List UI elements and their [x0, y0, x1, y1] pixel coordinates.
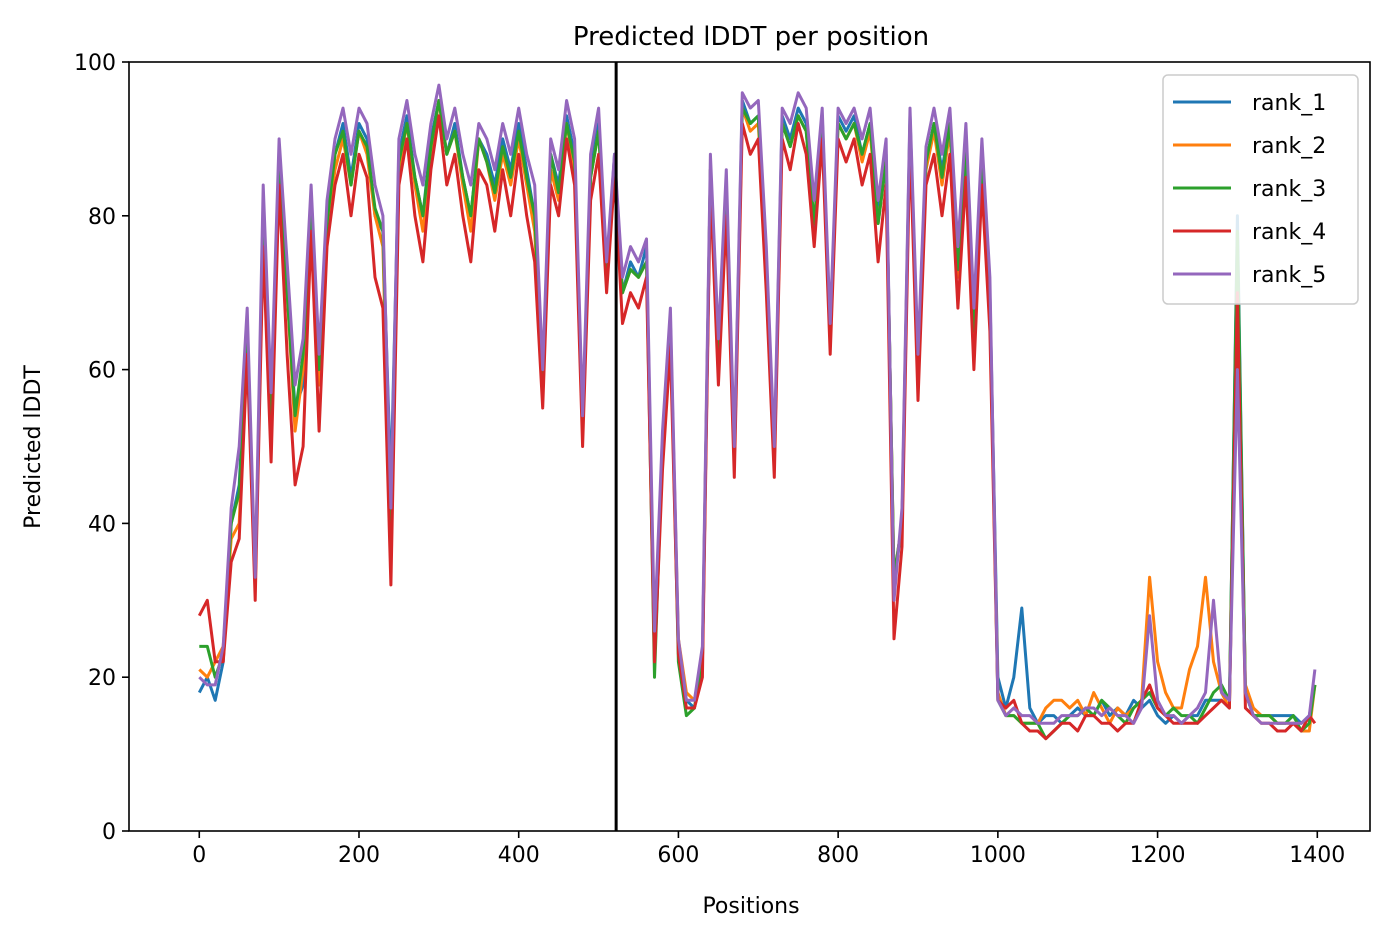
legend-label-rank_1: rank_1: [1252, 91, 1326, 116]
y-tick-label-0: 0: [102, 820, 116, 845]
y-axis-label: Predicted lDDT: [21, 365, 46, 529]
x-tick-label-600: 600: [657, 843, 699, 868]
x-tick-label-200: 200: [338, 843, 380, 868]
y-tick-label-40: 40: [88, 512, 116, 537]
x-tick-label-800: 800: [817, 843, 859, 868]
plot-area: [197, 62, 1317, 831]
x-axis-label: Positions: [702, 894, 799, 919]
legend-label-rank_5: rank_5: [1252, 263, 1326, 288]
y-tick-label-20: 20: [88, 666, 116, 691]
legend: rank_1 rank_2 rank_3 rank_4 rank_5: [1162, 74, 1359, 305]
x-tick-label-1000: 1000: [970, 843, 1026, 868]
plot-frame: [128, 61, 1371, 832]
series-line-rank_4: [197, 114, 1317, 741]
x-tick-label-1200: 1200: [1130, 843, 1186, 868]
y-tick-label-80: 80: [88, 205, 116, 230]
axes: 0 200 400 600 800 1000 1200 1400 0 20 40 60 80 100: [74, 51, 1371, 868]
legend-label-rank_3: rank_3: [1252, 177, 1326, 202]
chart-title: Predicted lDDT per position: [573, 22, 929, 52]
x-tick-label-400: 400: [498, 843, 540, 868]
y-tick-label-60: 60: [88, 359, 116, 384]
y-tick-label-100: 100: [74, 51, 116, 76]
legend-box: [1162, 74, 1359, 305]
legend-label-rank_2: rank_2: [1252, 134, 1326, 159]
x-tick-label-0: 0: [192, 843, 206, 868]
series-line-rank_5: [198, 83, 1317, 725]
legend-label-rank_4: rank_4: [1252, 220, 1326, 245]
x-tick-label-1400: 1400: [1289, 843, 1345, 868]
